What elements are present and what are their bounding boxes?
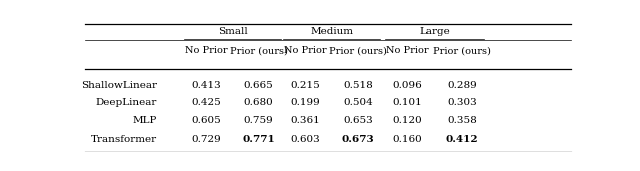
Text: 0.101: 0.101 xyxy=(392,98,422,107)
Text: No Prior: No Prior xyxy=(284,46,327,55)
Text: Transformer: Transformer xyxy=(91,135,157,143)
Text: Medium: Medium xyxy=(310,27,353,36)
Text: 0.361: 0.361 xyxy=(291,116,321,125)
Text: 0.412: 0.412 xyxy=(445,135,478,143)
Text: 0.673: 0.673 xyxy=(342,135,374,143)
Text: 0.504: 0.504 xyxy=(343,98,372,107)
Text: 0.518: 0.518 xyxy=(343,81,372,90)
Text: Large: Large xyxy=(419,27,450,36)
Text: DeepLinear: DeepLinear xyxy=(95,98,157,107)
Text: Prior (ours): Prior (ours) xyxy=(433,46,491,55)
Text: 0.289: 0.289 xyxy=(447,81,477,90)
Text: 0.215: 0.215 xyxy=(291,81,321,90)
Text: 0.425: 0.425 xyxy=(191,98,221,107)
Text: 0.603: 0.603 xyxy=(291,135,321,143)
Text: 0.771: 0.771 xyxy=(242,135,275,143)
Text: 0.358: 0.358 xyxy=(447,116,477,125)
Text: 0.729: 0.729 xyxy=(191,135,221,143)
Text: 0.759: 0.759 xyxy=(244,116,273,125)
Text: 0.120: 0.120 xyxy=(392,116,422,125)
Text: Prior (ours): Prior (ours) xyxy=(230,46,287,55)
Text: 0.665: 0.665 xyxy=(244,81,273,90)
Text: No Prior: No Prior xyxy=(386,46,429,55)
Text: 0.413: 0.413 xyxy=(191,81,221,90)
Text: 0.096: 0.096 xyxy=(392,81,422,90)
Text: 0.160: 0.160 xyxy=(392,135,422,143)
Text: 0.303: 0.303 xyxy=(447,98,477,107)
Text: Small: Small xyxy=(218,27,248,36)
Text: 0.653: 0.653 xyxy=(343,116,372,125)
Text: 0.680: 0.680 xyxy=(244,98,273,107)
Text: No Prior: No Prior xyxy=(185,46,228,55)
Text: 0.199: 0.199 xyxy=(291,98,321,107)
Text: Prior (ours): Prior (ours) xyxy=(329,46,387,55)
Text: MLP: MLP xyxy=(132,116,157,125)
Text: 0.605: 0.605 xyxy=(191,116,221,125)
Text: pare zero-shot performance on the test set of each environment. We have two axes: pare zero-shot performance on the test s… xyxy=(80,157,536,166)
Text: ShallowLinear: ShallowLinear xyxy=(81,81,157,90)
